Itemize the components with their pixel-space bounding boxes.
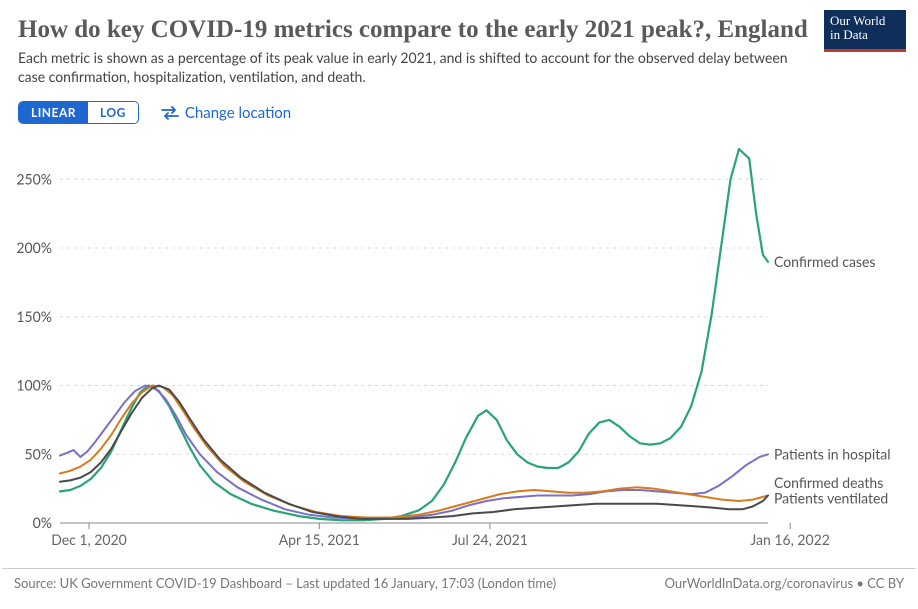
series-label: Confirmed deaths [774,474,883,491]
scale-log-button[interactable]: LOG [88,102,138,123]
swap-icon [161,106,179,120]
logo-line2: in Data [830,28,900,42]
change-location-label: Change location [185,104,291,122]
x-tick-label: Jul 24, 2021 [452,531,528,548]
series-line [60,386,768,519]
owid-logo: Our World in Data [824,10,906,52]
chart-subtitle: Each metric is shown as a percentage of … [18,49,798,87]
plot-area: 0% 50% 100% 150% 200% 250% Dec 1, 2020 Apr 15, … [0,128,918,568]
logo-line1: Our World [830,14,900,28]
y-tick-label: 250% [16,170,52,187]
y-tick-label: 100% [16,377,52,394]
y-tick-label: 0% [33,514,52,531]
chart-card: Our World in Data How do key COVID-19 me… [0,0,918,609]
series-label: Patients in hospital [774,445,891,462]
footer: Source: UK Government COVID-19 Dashboard… [2,568,916,591]
series-label: Patients ventilated [774,489,888,506]
header: How do key COVID-19 metrics compare to t… [0,0,918,87]
x-tick-label: Dec 1, 2020 [51,531,127,548]
x-tick-label: Jan 16, 2022 [750,531,829,548]
change-location-button[interactable]: Change location [161,104,291,122]
source-text: Source: UK Government COVID-19 Dashboard… [14,575,556,591]
y-tick-label: 50% [25,445,52,462]
x-tick-label: Apr 15, 2021 [279,531,360,548]
series-line [60,149,768,520]
y-tick-label: 200% [16,239,52,256]
series-line [60,386,768,519]
scale-toggle: LINEAR LOG [18,101,139,124]
scale-linear-button[interactable]: LINEAR [19,102,88,123]
series-label: Confirmed cases [774,253,875,270]
controls-row: LINEAR LOG Change location [0,87,918,128]
credit-text: OurWorldInData.org/coronavirus • CC BY [665,575,904,591]
line-chart-svg: 0% 50% 100% 150% 200% 250% Dec 1, 2020 Apr 15, … [0,128,918,568]
y-tick-label: 150% [16,308,52,325]
chart-title: How do key COVID-19 metrics compare to t… [18,14,900,45]
series-line [60,386,768,518]
